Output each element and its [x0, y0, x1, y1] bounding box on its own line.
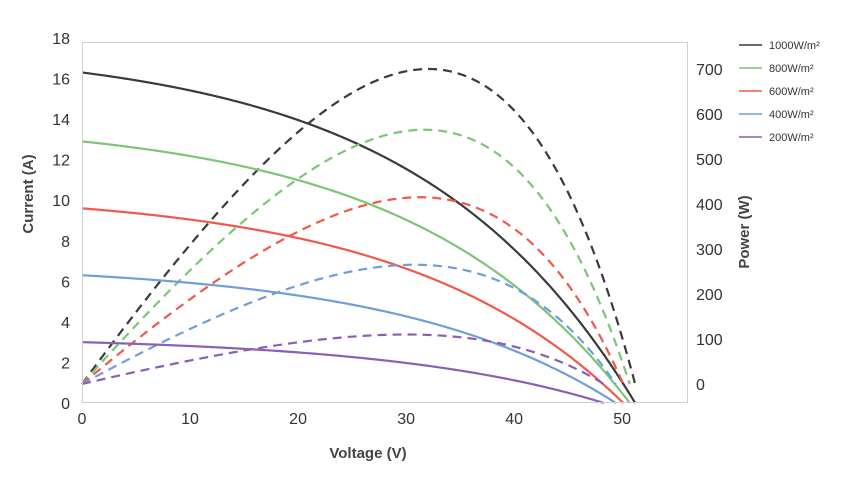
y-right-tick-label: 100	[696, 332, 723, 349]
pv-curve-0	[81, 67, 637, 385]
legend-label: 200W/m²	[769, 132, 814, 144]
iv-curve-4	[81, 341, 605, 405]
iv-curve-2	[81, 207, 625, 404]
legend-item-4: 200W/m²	[739, 132, 814, 144]
y-right-axis-ticks: 0 100 200 300 400 500 600 700	[696, 62, 723, 394]
y-left-tick-label: 12	[52, 153, 70, 170]
pv-curve-2	[81, 196, 625, 385]
legend-item-0: 1000W/m²	[739, 40, 820, 52]
iv-curve-3	[81, 274, 617, 404]
y-left-tick-label: 10	[52, 193, 70, 210]
y-left-tick-label: 2	[61, 355, 70, 372]
y-right-tick-label: 400	[696, 197, 723, 214]
legend-label: 400W/m²	[769, 109, 814, 121]
x-tick-label: 30	[397, 411, 415, 428]
y-right-tick-label: 0	[696, 377, 705, 394]
y-left-tick-label: 6	[61, 274, 70, 291]
legend: 1000W/m² 800W/m² 600W/m² 400W/m² 200W/m²	[739, 40, 820, 144]
x-axis-ticks: 0 10 20 30 40 50	[78, 411, 632, 428]
legend-item-1: 800W/m²	[739, 63, 814, 75]
x-tick-label: 40	[505, 411, 523, 428]
pv-curve-4	[81, 333, 605, 386]
y-left-tick-label: 14	[52, 112, 70, 129]
y-left-tick-label: 0	[61, 396, 70, 413]
y-left-tick-label: 18	[52, 31, 70, 48]
y-right-tick-label: 500	[696, 152, 723, 169]
y-right-tick-label: 600	[696, 107, 723, 124]
iv-curve-1	[81, 140, 631, 404]
pv-curve-3	[81, 263, 617, 385]
x-axis-title: Voltage (V)	[329, 445, 406, 462]
y-right-tick-label: 300	[696, 242, 723, 259]
y-right-axis-title: Power (W)	[736, 195, 753, 268]
x-tick-label: 10	[181, 411, 199, 428]
plot-frame	[82, 42, 688, 403]
legend-label: 800W/m²	[769, 63, 814, 75]
y-left-tick-label: 8	[61, 234, 70, 251]
y-left-axis-title: Current (A)	[20, 154, 37, 233]
pv-curve-1	[81, 128, 631, 385]
legend-item-2: 600W/m²	[739, 86, 814, 98]
y-left-tick-label: 16	[52, 72, 70, 89]
x-tick-label: 0	[78, 411, 87, 428]
legend-item-3: 400W/m²	[739, 109, 814, 121]
legend-label: 1000W/m²	[769, 40, 820, 52]
x-tick-label: 50	[613, 411, 631, 428]
y-left-tick-label: 4	[61, 315, 70, 332]
legend-label: 600W/m²	[769, 86, 814, 98]
y-right-tick-label: 200	[696, 287, 723, 304]
x-tick-label: 20	[289, 411, 307, 428]
y-right-tick-label: 700	[696, 62, 723, 79]
curves-layer	[81, 67, 637, 405]
y-left-axis-ticks: 0 2 4 6 8 10 12 14 16 18	[52, 31, 70, 413]
